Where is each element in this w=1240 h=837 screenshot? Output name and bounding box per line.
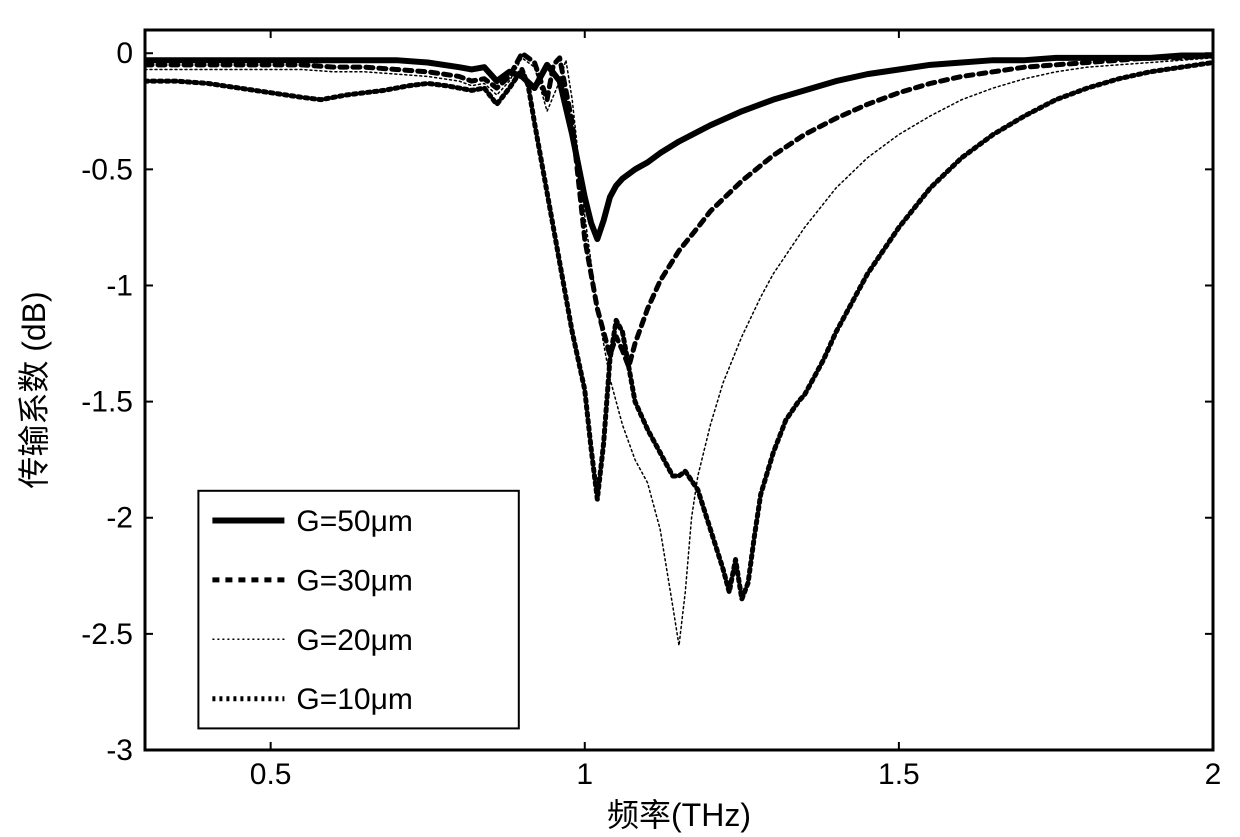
chart-container: 0.5 1 1.5 2 -3 -2.5 -2 -1.5 -1 -0.5 0 频率(THz) 传输系数 (… bbox=[0, 0, 1240, 837]
y-axis-label: 传输系数 (dB) bbox=[16, 291, 52, 488]
y-tick-label: -2 bbox=[106, 502, 133, 535]
legend-label: G=20μm bbox=[296, 624, 413, 657]
legend-label: G=30μm bbox=[296, 564, 413, 597]
legend-label: G=10μm bbox=[296, 683, 413, 716]
y-tick-label: -0.5 bbox=[81, 153, 133, 186]
y-tick-label: 0 bbox=[116, 37, 133, 70]
y-tick-label: -3 bbox=[106, 734, 133, 767]
x-tick-label: 1.5 bbox=[878, 758, 920, 791]
transmission-chart: 0.5 1 1.5 2 -3 -2.5 -2 -1.5 -1 -0.5 0 频率(THz) 传输系数 (… bbox=[0, 0, 1240, 837]
x-tick-label: 1 bbox=[576, 758, 593, 791]
y-tick-label: -1 bbox=[106, 269, 133, 302]
x-tick-label: 2 bbox=[1205, 758, 1222, 791]
x-tick-label: 0.5 bbox=[250, 758, 292, 791]
legend-label: G=50μm bbox=[296, 505, 413, 538]
x-axis-label: 频率(THz) bbox=[607, 797, 751, 833]
y-tick-label: -2.5 bbox=[81, 618, 133, 651]
y-tick-label: -1.5 bbox=[81, 386, 133, 419]
